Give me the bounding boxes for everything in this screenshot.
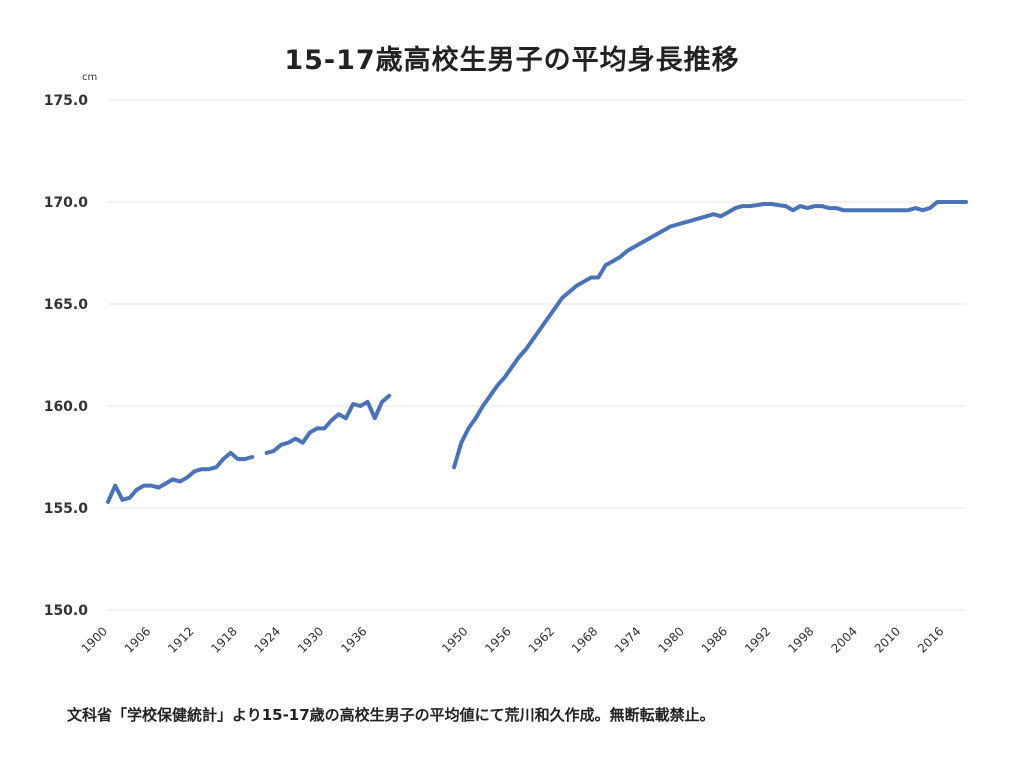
y-tick-label: 150.0 (44, 603, 89, 619)
chart-title: 15-17歳高校生男子の平均身長推移 (284, 45, 740, 76)
x-tick-label: 1906 (122, 624, 153, 655)
x-tick-label: 1974 (612, 624, 643, 655)
height-series-line (264, 399, 384, 455)
y-tick-label: 165.0 (44, 297, 89, 313)
x-tick-label: 1936 (338, 624, 369, 655)
x-tick-label: 2010 (872, 624, 903, 655)
y-tick-label: 175.0 (44, 93, 89, 109)
x-tick-label: 1998 (785, 624, 816, 655)
source-caption: 文科省「学校保健統計」より15-17歳の高校生男子の平均値にて荒川和久作成。無断… (67, 706, 715, 724)
x-tick-label: 1968 (569, 624, 600, 655)
y-tick-label: 155.0 (44, 501, 89, 517)
y-axis-unit: cm (82, 72, 98, 83)
x-tick-label: 1924 (252, 624, 283, 655)
y-tick-label: 170.0 (44, 195, 89, 211)
x-tick-label: 1992 (742, 624, 773, 655)
x-tick-label: 1930 (295, 624, 326, 655)
x-tick-label: 1950 (439, 624, 470, 655)
x-tick-label: 1912 (165, 624, 196, 655)
line-chart: 150.0 155.0 160.0 165.0 170.0 175.0 1900 1906 19… (44, 93, 968, 656)
height-series-line (380, 393, 392, 404)
x-tick-label: 1956 (482, 624, 513, 655)
x-tick-label: 1900 (79, 624, 110, 655)
y-tick-label: 160.0 (44, 399, 89, 415)
height-series-line (452, 200, 968, 470)
x-tick-label: 1980 (655, 624, 686, 655)
x-tick-label: 1986 (699, 624, 730, 655)
x-tick-label: 1918 (208, 624, 239, 655)
x-tick-label: 2004 (828, 624, 859, 655)
x-tick-label: 1962 (526, 624, 557, 655)
x-tick-label: 2016 (915, 624, 946, 655)
height-series-line (106, 450, 255, 504)
